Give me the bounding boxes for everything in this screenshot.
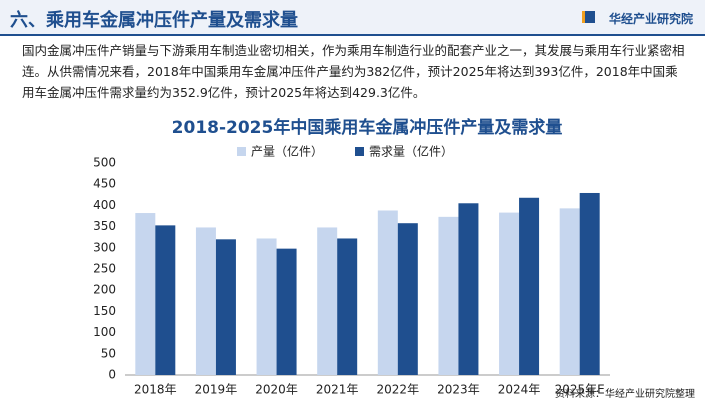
bar	[215, 239, 236, 375]
y-tick-label: 400	[93, 198, 116, 212]
header: 六、乘用车金属冲压件产量及需求量 华经产业研究院	[0, 0, 705, 36]
source: 资料来源：华经产业研究院整理	[555, 387, 695, 400]
x-tick-label: 2018年	[134, 383, 177, 397]
y-tick-label: 300	[93, 240, 116, 254]
x-tick-label: 2019年	[195, 383, 238, 397]
x-tick-label: 2021年	[316, 383, 359, 397]
legend-label: 产量（亿件）	[251, 144, 323, 159]
bar	[458, 203, 479, 375]
y-tick-label: 450	[93, 177, 116, 191]
y-tick-label: 100	[93, 325, 116, 339]
legend-swatch	[355, 147, 364, 156]
bar	[397, 223, 418, 375]
bar	[276, 248, 297, 375]
bar	[377, 210, 398, 375]
bar	[135, 213, 156, 375]
legend-label: 需求量（亿件）	[369, 144, 453, 159]
y-tick-label: 200	[93, 283, 116, 297]
y-tick-label: 500	[93, 156, 116, 170]
logo	[582, 11, 595, 23]
bar	[317, 227, 338, 375]
x-tick-label: 2023年	[437, 383, 480, 397]
legend-swatch	[237, 147, 246, 156]
x-tick-label: 2024年	[498, 383, 541, 397]
bar	[337, 238, 358, 375]
header-title: 六、乘用车金属冲压件产量及需求量	[10, 10, 298, 31]
x-tick-label: 2025年E	[555, 383, 605, 397]
y-tick-label: 250	[93, 262, 116, 276]
brand: 华经产业研究院	[608, 12, 693, 26]
bar	[559, 208, 580, 375]
y-tick-label: 50	[101, 346, 116, 360]
y-tick-label: 0	[108, 368, 116, 382]
x-tick-label: 2022年	[377, 383, 420, 397]
bar	[195, 227, 216, 375]
paragraph: 国内金属冲压件产销量与下游乘用车制造业密切相关，作为乘用车制造行业的配套产业之一…	[22, 43, 685, 100]
chart-title: 2018-2025年中国乘用车金属冲压件产量及需求量	[172, 117, 563, 138]
bar	[256, 238, 277, 375]
y-tick-label: 150	[93, 304, 116, 318]
bar	[438, 216, 459, 375]
bar	[499, 212, 520, 375]
x-tick-label: 2020年	[255, 383, 298, 397]
bar	[579, 192, 600, 375]
y-tick-label: 350	[93, 219, 116, 233]
bar	[155, 225, 176, 375]
bar	[519, 197, 540, 375]
